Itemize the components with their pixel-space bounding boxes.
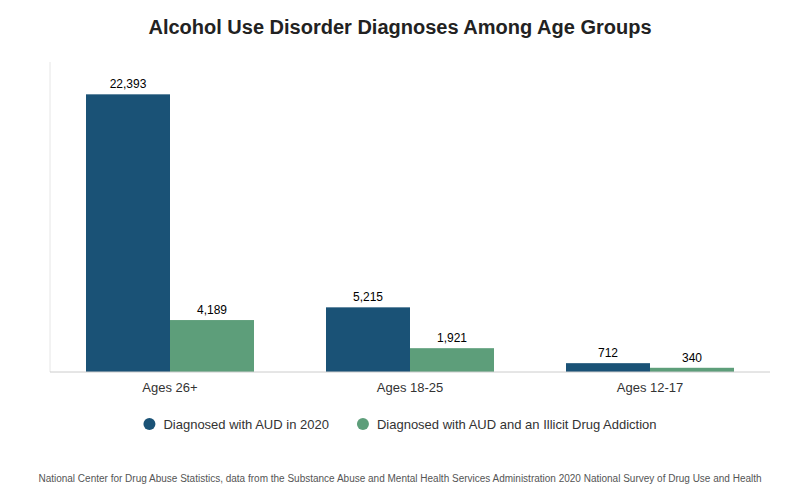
chart-title: Alcohol Use Disorder Diagnoses Among Age… bbox=[148, 16, 651, 38]
chart-svg: Alcohol Use Disorder Diagnoses Among Age… bbox=[0, 0, 800, 494]
data-label: 5,215 bbox=[353, 290, 383, 304]
legend-label: Diagnosed with AUD in 2020 bbox=[163, 417, 329, 432]
data-label: 1,921 bbox=[437, 331, 467, 345]
chart-container: Alcohol Use Disorder Diagnoses Among Age… bbox=[0, 0, 800, 494]
data-label: 340 bbox=[682, 351, 702, 365]
footnote: National Center for Drug Abuse Statistic… bbox=[38, 473, 761, 484]
bar bbox=[170, 320, 254, 372]
data-label: 712 bbox=[598, 346, 618, 360]
legend-label: Diagnosed with AUD and an Illicit Drug A… bbox=[377, 417, 657, 432]
legend-swatch bbox=[357, 418, 369, 430]
data-label: 22,393 bbox=[110, 77, 147, 91]
legend-swatch bbox=[143, 418, 155, 430]
background bbox=[0, 0, 800, 494]
legend-item: Diagnosed with AUD and an Illicit Drug A… bbox=[357, 417, 657, 432]
bar bbox=[566, 363, 650, 372]
x-tick-label: Ages 12-17 bbox=[617, 380, 684, 395]
bar bbox=[650, 368, 734, 372]
legend-item: Diagnosed with AUD in 2020 bbox=[143, 417, 329, 432]
bar bbox=[410, 348, 494, 372]
x-tick-label: Ages 26+ bbox=[142, 380, 197, 395]
bars bbox=[86, 94, 734, 372]
x-axis-line bbox=[50, 372, 770, 373]
y-axis-line bbox=[50, 62, 51, 372]
bar bbox=[326, 307, 410, 372]
data-label: 4,189 bbox=[197, 303, 227, 317]
data-labels: 22,393 5,215 712 4,189 1,921 340 bbox=[110, 77, 703, 364]
bar bbox=[86, 94, 170, 372]
x-tick-label: Ages 18-25 bbox=[377, 380, 444, 395]
legend: Diagnosed with AUD in 2020 Diagnosed with… bbox=[143, 417, 656, 432]
